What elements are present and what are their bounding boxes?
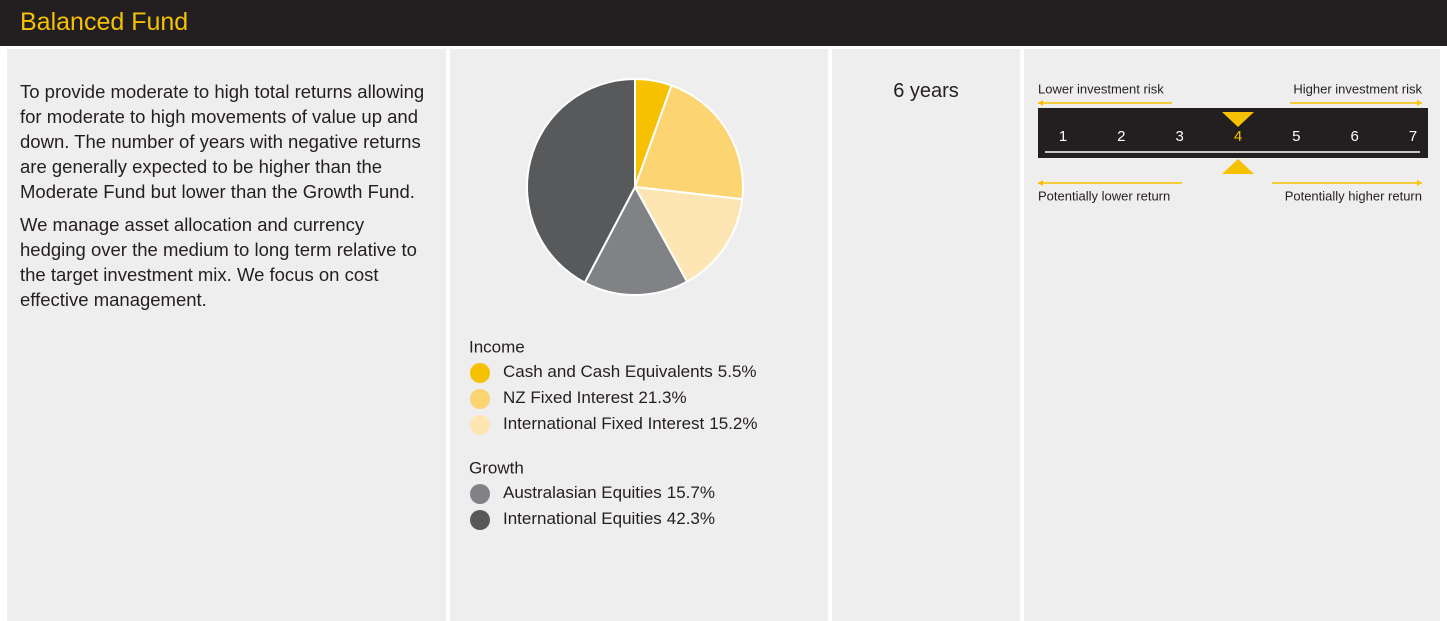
risk-level: 1	[1059, 128, 1067, 145]
legend-swatch	[470, 510, 490, 530]
legend-label: Australasian Equities 15.7%	[503, 483, 715, 502]
arrow-head	[1038, 100, 1043, 106]
risk-level: 6	[1350, 128, 1358, 145]
legend-swatch	[470, 363, 490, 383]
pie-slice	[633, 84, 744, 201]
column	[832, 49, 1020, 621]
arrow-head	[1417, 100, 1422, 106]
legend-name: International Equities	[503, 509, 662, 528]
arrow-head	[1038, 180, 1043, 186]
paragraph: We manage asset allocation and currency …	[20, 214, 417, 310]
timeframe: 6 years	[893, 80, 959, 102]
risk-label: Higher investment risk	[1293, 81, 1422, 96]
legend-name: Cash and Cash Equivalents	[503, 362, 713, 381]
legend-name: International Fixed Interest	[503, 414, 705, 433]
pie-slice	[633, 185, 744, 283]
legend-value: 15.7%	[667, 483, 715, 502]
risk-level: 7	[1409, 128, 1417, 145]
risk-level: 5	[1292, 128, 1300, 145]
legend-name: NZ Fixed Interest	[503, 388, 634, 407]
title: Balanced Fund	[20, 8, 189, 36]
legend-group: Growth	[469, 458, 524, 477]
legend-swatch	[470, 415, 490, 435]
legend-swatch	[470, 484, 490, 504]
risk-label: Lower investment risk	[1038, 81, 1164, 96]
description: To provide moderate to high total return…	[20, 79, 425, 320]
legend-label: International Fixed Interest 15.2%	[503, 414, 757, 433]
selected-marker	[1222, 112, 1254, 127]
paragraph: To provide moderate to high total return…	[20, 81, 425, 202]
legend-value: 15.2%	[709, 414, 757, 433]
arrow-head	[1417, 180, 1422, 186]
pie-slice	[583, 184, 689, 296]
legend-label: International Equities 42.3%	[503, 509, 715, 528]
legend-value: 5.5%	[718, 362, 757, 381]
legend-value: 21.3%	[638, 388, 686, 407]
pie-slice	[526, 77, 636, 284]
legend-label: Cash and Cash Equivalents 5.5%	[503, 362, 757, 381]
header: Balanced Fund	[0, 0, 1447, 46]
legend-group: Income	[469, 337, 525, 356]
selected-marker	[1222, 159, 1254, 174]
legend-label: NZ Fixed Interest 21.3%	[503, 388, 687, 407]
legend-value: 42.3%	[667, 509, 715, 528]
legend-swatch	[470, 389, 490, 409]
risk-level: 3	[1175, 128, 1183, 145]
return-label: Potentially higher return	[1285, 188, 1422, 203]
column	[7, 49, 446, 621]
risk-level: 2	[1117, 128, 1125, 145]
risk-level: 4	[1234, 128, 1242, 145]
legend-name: Australasian Equities	[503, 483, 662, 502]
return-label: Potentially lower return	[1038, 188, 1170, 203]
